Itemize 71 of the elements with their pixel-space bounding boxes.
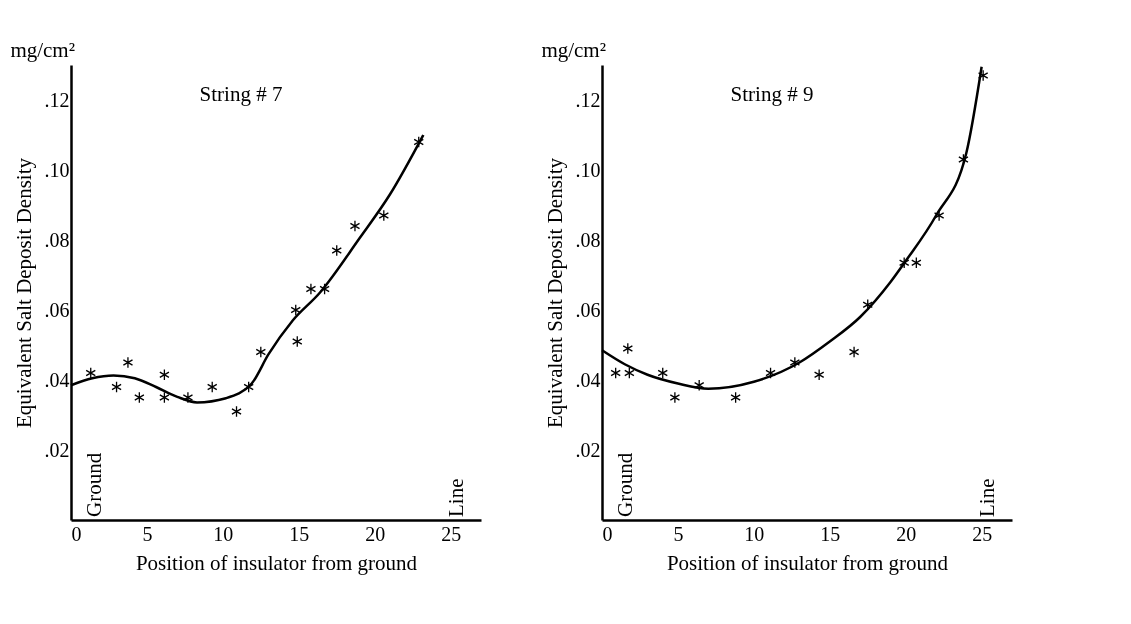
annotation: Ground [613,452,637,517]
point [958,153,969,166]
point [290,304,301,316]
x-tick-label: 10 [744,522,765,545]
y-tick-label: .04 [44,368,70,391]
x-tick-label: 20 [896,522,917,545]
point [85,367,96,379]
point [862,298,873,311]
point [255,346,267,358]
y-tick-label: .06 [44,298,70,321]
point [898,256,910,269]
point [122,356,134,369]
point [292,335,303,348]
point [610,367,621,379]
point [331,244,342,257]
x-axis-title: Position of insulator from ground [666,550,949,575]
point [765,367,776,379]
x-tick-label: 0 [602,522,613,545]
point [413,136,424,148]
point [789,356,801,369]
point [207,381,218,393]
point [657,367,668,379]
point [243,381,254,393]
annotation: Line [444,478,468,517]
text: String # 7 [199,82,283,106]
point [159,368,170,381]
text: String # 9 [730,82,814,106]
point [305,283,317,295]
point [911,256,922,269]
point [134,391,145,404]
point [848,346,860,358]
point [813,368,825,381]
y-tick-label: .10 [575,158,601,181]
x-tick-label: 15 [289,522,310,545]
x-axis-title: Position of insulator from ground [135,550,418,575]
x-tick-label: 5 [673,522,684,545]
x-tick-label: 10 [213,522,234,545]
point [624,367,635,379]
x-tick-label: 15 [820,522,841,545]
y-tick-label: .10 [44,158,70,181]
text: mg/cm² [541,38,606,62]
point [622,342,634,355]
y-tick-label: .04 [575,368,601,391]
x-tick-label: 25 [972,522,993,545]
y-axis-title: Equivalent Salt Deposit Density [11,157,36,429]
x-tick-label: 0 [71,522,82,545]
y-axis-title: Equivalent Salt Deposit Density [542,157,567,429]
y-tick-label: .06 [575,298,601,321]
y-tick-label: .02 [44,438,70,461]
y-tick-label: .02 [575,438,601,461]
x-tick-label: 5 [142,522,153,545]
point [159,391,170,404]
y-tick-label: .12 [44,88,70,111]
point [730,391,741,404]
x-tick-label: 25 [441,522,462,545]
point [111,381,122,393]
point [231,405,242,418]
x-tick-label: 20 [365,522,386,545]
y-tick-label: .12 [575,88,601,111]
y-tick-label: .08 [44,228,70,251]
point [349,220,361,232]
point [977,69,989,82]
point [319,283,330,295]
text: mg/cm² [10,38,75,62]
point [669,391,681,404]
point [182,391,194,404]
y-tick-label: .08 [575,228,601,251]
point [378,209,390,222]
annotation: Line [975,478,999,517]
annotation: Ground [82,452,106,517]
point [693,379,705,392]
